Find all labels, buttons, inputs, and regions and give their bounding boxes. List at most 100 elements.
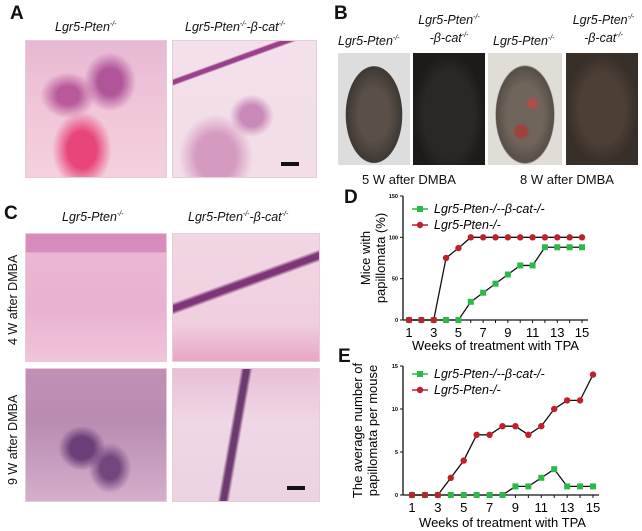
genotype-sup: -/- <box>278 20 286 28</box>
scale-bar <box>281 162 299 166</box>
caption-8w: 8 W after DMBA <box>520 172 614 187</box>
data-point-circle <box>538 423 545 430</box>
x-tick-label: 11 <box>526 325 540 340</box>
y-axis-label: papillomata (%) <box>373 213 388 303</box>
genotype-text: Lgr5-Pten <box>493 34 548 48</box>
data-point-circle <box>408 491 416 499</box>
data-point-square <box>467 298 474 305</box>
data-point-circle <box>576 397 584 404</box>
data-point-square <box>473 492 480 498</box>
data-point-square <box>577 483 584 490</box>
mouse-photo-8w-pten <box>488 53 562 165</box>
header-c-bcat: Lgr5-Pten-/--β-cat-/- <box>188 210 288 224</box>
y-tick-label: 100 <box>389 235 398 241</box>
data-point-square <box>480 289 487 296</box>
panel-label-d: D <box>344 187 358 208</box>
panel-label-a: A <box>10 3 24 24</box>
genotype-text: -β-cat <box>584 31 617 46</box>
x-axis-label: Weeks of treatment with TPA <box>412 338 579 353</box>
x-tick-label: 15 <box>575 325 589 340</box>
mouse-photo-8w-bcat <box>566 53 638 165</box>
data-point-circle <box>442 254 450 262</box>
data-point-square <box>486 492 493 498</box>
genotype-sup: -/- <box>473 14 480 21</box>
data-point-square <box>455 317 462 323</box>
data-point-square <box>551 466 558 473</box>
header-c-pten: Lgr5-Pten-/- <box>62 210 124 224</box>
data-point-circle <box>504 234 512 241</box>
mouse-photo-5w-bcat <box>413 53 485 165</box>
genotype-text: Lgr5-Pten <box>185 20 240 34</box>
data-point-square <box>512 483 519 490</box>
y-tick-label: 0 <box>395 493 398 499</box>
data-point-circle <box>525 431 532 438</box>
header-b-4: Lgr5-Pten-/- -β-cat-/- <box>565 10 642 46</box>
genotype-sup: -/- <box>547 34 555 42</box>
series-line <box>412 468 593 496</box>
genotype-sup: -/- <box>109 20 117 28</box>
header-b-3: Lgr5-Pten-/- <box>493 34 555 48</box>
caption-5w: 5 W after DMBA <box>362 172 456 187</box>
data-point-square <box>590 483 596 490</box>
data-point-circle <box>589 371 597 378</box>
data-point-circle <box>499 423 506 430</box>
genotype-sup: -/- <box>281 210 289 218</box>
data-point-circle <box>566 234 573 241</box>
data-point-circle <box>486 431 493 438</box>
x-tick-label: 7 <box>486 500 493 515</box>
data-point-circle <box>512 423 519 430</box>
data-point-circle <box>434 491 442 499</box>
x-tick-label: 3 <box>434 500 441 515</box>
header-a-bcat: Lgr5-Pten-/--β-cat-/- <box>185 20 285 34</box>
genotype-text: -β-cat <box>429 31 462 46</box>
x-tick-label: 1 <box>405 325 412 340</box>
genotype-text: -β-cat <box>249 210 282 224</box>
genotype-sup: -/- <box>616 32 623 40</box>
data-point-circle <box>554 234 561 241</box>
x-tick-label: 5 <box>455 325 462 340</box>
data-point-square <box>564 483 571 490</box>
genotype-sup: -/- <box>627 14 635 21</box>
data-point-circle <box>405 316 413 324</box>
genotype-sup: -/- <box>116 210 124 218</box>
data-point-circle <box>430 316 437 324</box>
histology-image-c-9w-bcat <box>172 368 320 502</box>
genotype-text: Lgr5-Pten <box>572 13 628 28</box>
x-tick-label: 5 <box>460 500 467 515</box>
data-point-square <box>529 262 536 269</box>
y-tick-label: 10 <box>392 407 398 413</box>
header-b-2: Lgr5-Pten-/- -β-cat-/- <box>413 10 485 46</box>
header-a-pten: Lgr5-Pten-/- <box>55 20 117 34</box>
x-tick-label: 11 <box>535 500 549 515</box>
legend-marker <box>416 221 424 229</box>
data-point-circle <box>492 234 499 241</box>
y-tick-label: 15 <box>392 364 398 370</box>
genotype-text: Lgr5-Pten <box>418 13 474 28</box>
mouse-photo-5w-pten <box>338 53 410 165</box>
x-tick-label: 13 <box>560 500 574 515</box>
legend-label: Lgr5-Pten-/- <box>434 218 501 232</box>
data-point-square <box>447 492 454 498</box>
x-tick-label: 7 <box>480 325 487 340</box>
y-tick-label: 150 <box>389 194 398 200</box>
data-point-circle <box>551 405 558 413</box>
data-point-circle <box>479 234 487 241</box>
legend-marker <box>416 386 424 394</box>
data-point-square <box>460 492 467 498</box>
data-point-square <box>579 244 585 251</box>
legend-marker <box>417 371 423 377</box>
data-point-circle <box>418 316 425 324</box>
histology-image-c-9w-pten <box>25 368 167 502</box>
genotype-sup: -/- <box>461 32 469 40</box>
data-point-circle <box>447 474 454 481</box>
y-tick-label: 50 <box>392 277 398 283</box>
genotype-text: Lgr5-Pten <box>55 20 110 34</box>
data-point-square <box>504 271 511 278</box>
data-point-square <box>541 244 548 251</box>
scale-bar <box>287 486 305 490</box>
panel-label-b: B <box>334 3 348 24</box>
data-point-circle <box>578 234 586 241</box>
data-point-square <box>525 483 532 490</box>
data-point-square <box>538 474 545 481</box>
genotype-sup: -/- <box>239 20 247 28</box>
